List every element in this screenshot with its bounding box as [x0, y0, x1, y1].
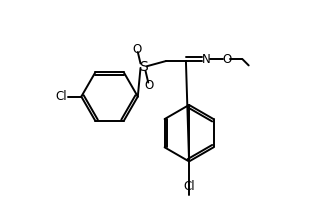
Text: S: S — [139, 60, 148, 74]
Text: Cl: Cl — [55, 90, 67, 103]
Text: Cl: Cl — [183, 180, 195, 193]
Text: N: N — [201, 53, 210, 66]
Text: O: O — [145, 79, 154, 92]
Text: O: O — [132, 43, 141, 56]
Text: O: O — [222, 53, 231, 66]
